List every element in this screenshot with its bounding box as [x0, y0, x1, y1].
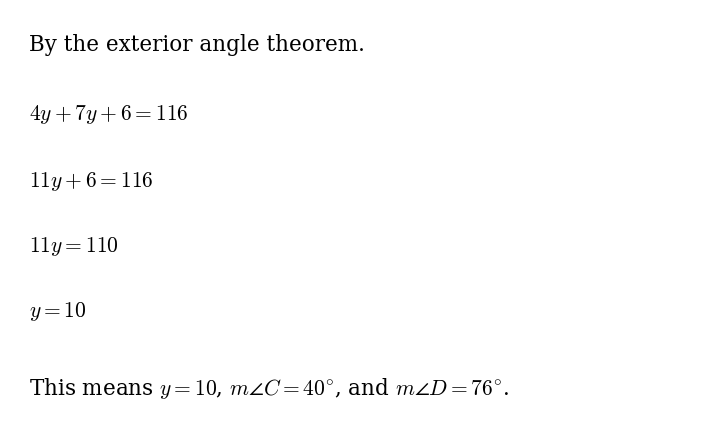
Text: $11y = 110$: $11y = 110$	[29, 235, 119, 258]
Text: This means $y = 10$, $m\angle C = 40^{\circ}$, and $m\angle D = 76^{\circ}$.: This means $y = 10$, $m\angle C = 40^{\c…	[29, 376, 509, 401]
Text: $y = 10$: $y = 10$	[29, 299, 86, 323]
Text: $4y + 7y + 6 = 116$: $4y + 7y + 6 = 116$	[29, 103, 189, 126]
Text: By the exterior angle theorem.: By the exterior angle theorem.	[29, 35, 364, 56]
Text: $11y + 6 = 116$: $11y + 6 = 116$	[29, 170, 153, 193]
